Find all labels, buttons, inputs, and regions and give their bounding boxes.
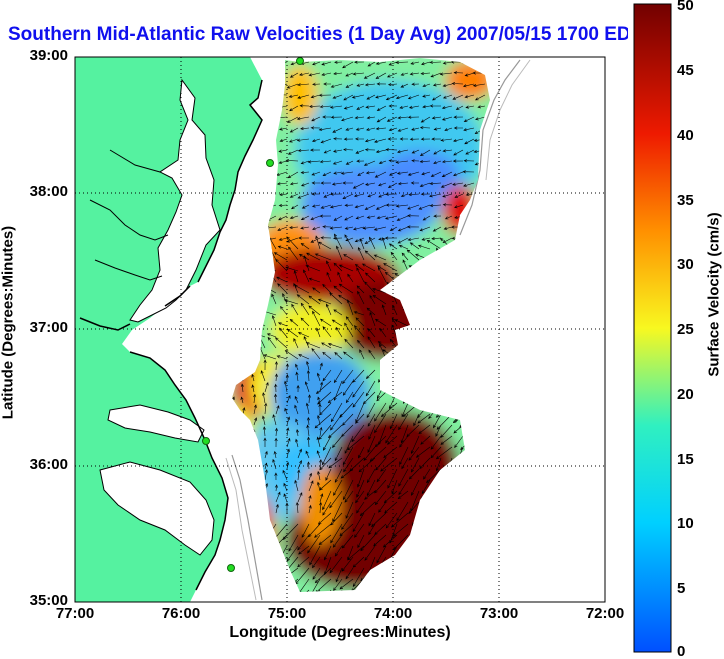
river-rappahannock bbox=[94, 259, 163, 281]
chesapeake-bay bbox=[129, 78, 221, 323]
river-upper-bay bbox=[109, 149, 161, 173]
river-james bbox=[79, 317, 131, 331]
colorbar bbox=[633, 3, 672, 653]
colorbar-tick-label: 45 bbox=[677, 62, 694, 79]
station-marker bbox=[227, 564, 235, 572]
river-potomac bbox=[89, 199, 169, 241]
station-marker bbox=[266, 159, 274, 167]
colorbar-tick-label: 0 bbox=[677, 643, 686, 659]
colorbar-label: Surface Velocity (cm/s) bbox=[705, 212, 723, 377]
y-tick-label: 36:00 bbox=[29, 456, 68, 473]
albemarle-sound bbox=[107, 404, 205, 443]
x-tick-label: 72:00 bbox=[585, 605, 625, 622]
station-marker bbox=[296, 57, 304, 65]
grid bbox=[75, 57, 605, 602]
y-tick-label: 39:00 bbox=[29, 47, 68, 64]
colorbar-tick-label: 25 bbox=[677, 321, 694, 338]
colorbar-tick-label: 40 bbox=[677, 127, 694, 144]
colorbar-tick-label: 10 bbox=[677, 515, 694, 532]
y-tick-label: 35:00 bbox=[29, 592, 68, 609]
y-tick-label: 37:00 bbox=[29, 319, 68, 336]
x-tick-label: 77:00 bbox=[55, 605, 95, 622]
bathymetry-contour bbox=[225, 59, 531, 601]
x-axis-label: Longitude (Degrees:Minutes) bbox=[229, 624, 451, 641]
y-tick-label: 38:00 bbox=[29, 183, 68, 200]
x-tick-label: 74:00 bbox=[373, 605, 413, 622]
pamlico-sound bbox=[99, 461, 215, 556]
x-tick-label: 76:00 bbox=[161, 605, 201, 622]
colorbar-tick-label: 15 bbox=[677, 451, 694, 468]
colorbar-tick-label: 5 bbox=[677, 580, 686, 597]
radar-stations bbox=[202, 57, 304, 572]
colorbar-tick-label: 30 bbox=[677, 256, 694, 273]
x-tick-label: 75:00 bbox=[267, 605, 307, 622]
y-axis-label: Latitude (Degrees:Minutes) bbox=[0, 225, 17, 420]
bathymetry-contour bbox=[231, 59, 521, 601]
chart-title: Southern Mid-Atlantic Raw Velocities (1 … bbox=[8, 24, 628, 45]
axes-frame bbox=[74, 56, 606, 603]
colorbar-tick-label: 50 bbox=[677, 0, 694, 14]
station-marker bbox=[202, 437, 210, 445]
colorbar-tick-label: 35 bbox=[677, 192, 694, 209]
coastline bbox=[129, 79, 263, 591]
colorbar-tick-label: 20 bbox=[677, 386, 694, 403]
x-tick-label: 73:00 bbox=[479, 605, 519, 622]
